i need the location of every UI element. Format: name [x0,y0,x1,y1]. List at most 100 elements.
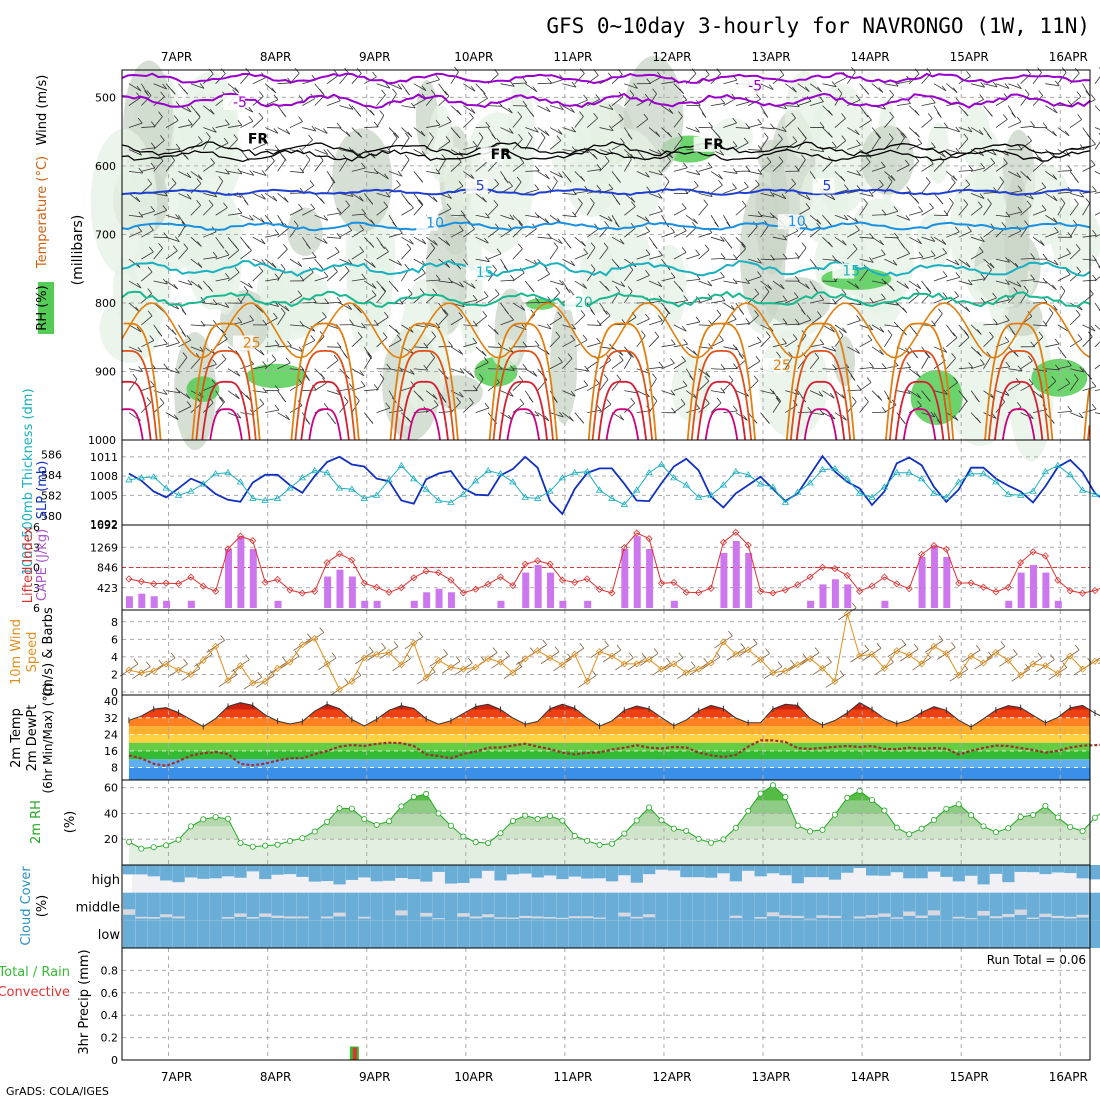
wind-barb-flag [540,132,546,138]
cloud-gap [828,915,842,919]
wind-barb-flag [1002,114,1008,120]
wind-barb-flag [534,410,540,417]
wind-speed-point [979,659,988,667]
wind-speed-point [212,642,220,650]
wind-barb [661,105,674,114]
wind-barb [896,280,909,289]
rh-point [324,818,331,825]
cape-bar [807,600,815,608]
cloud-gap [977,910,990,916]
lifted-index-point [583,575,591,583]
isotherm-25 [587,322,657,441]
wind-barb-flag [838,330,844,336]
wind-barb-flag [1051,376,1057,382]
wind-barb-flag [430,242,436,249]
wind-barb [277,159,286,172]
wind-barb-flag [553,176,558,182]
wind-barb [871,298,886,304]
wind-barb [165,236,180,243]
isotherm-35 [994,380,1044,441]
cloud-cover-bar [742,865,755,871]
wind-barb-flag [582,283,587,289]
wind-barb [1032,187,1046,194]
wind-barb [735,205,747,216]
wind-barb-flag [967,226,972,232]
wind-barb [748,123,762,128]
cloud-cover-bar [395,920,408,948]
wind-barb-flag [246,395,251,401]
wind-barb [549,247,559,260]
wind-barb-flag [158,243,163,249]
wind-barb-flag [1028,413,1034,419]
wind-barb-flag [991,149,997,156]
wind-barb [401,137,410,150]
cloud-cover-bar [407,865,420,880]
cloud-gap [135,916,148,919]
wind-barb-flag [344,67,349,74]
thickness-point [694,493,703,500]
wind-barb-flag [757,271,762,277]
wind-barb [933,83,947,92]
wind-barb-flag [1054,226,1059,233]
wind-barb-flag [616,374,622,381]
wind-speed-point [162,660,170,668]
ylabel-rh2m-b: (%) [63,811,78,834]
wind-barb-flag [732,117,737,124]
wind-barb-flag [682,326,687,332]
wind-barb [809,316,822,326]
rh-point [559,817,566,824]
wind-barb [227,368,241,377]
wind-barb-flag [938,308,943,314]
wind-barb [203,364,217,370]
isotherm-40 [121,408,144,441]
wind-barb-flag [954,259,960,266]
rh-point [584,837,591,844]
wind-barb-flag [459,391,464,398]
wind-barb-flag [470,86,476,92]
wind-barb-flag [976,417,981,424]
wind-barb [574,368,589,372]
wind-barb-flag [869,362,874,368]
wind-barb [785,183,796,194]
wind-barb [202,73,214,84]
wind-barb [847,319,861,326]
wind-barb [574,203,583,216]
cloud-cover-bar [308,892,321,921]
temp-line [128,702,1100,728]
wind-barb-flag [1028,355,1033,362]
wind-barb-flag [968,164,973,171]
thickness-point [843,475,851,482]
wind-barb [413,83,427,91]
wind-barb-flag [281,111,287,118]
wind-barb-flag [745,165,751,172]
wind-barb-flag [357,307,362,314]
wind-barb-flag [889,111,894,118]
wind-barb [586,247,596,260]
wind-barb [264,258,277,269]
wind-speed-point [955,671,963,679]
wind-barb [896,103,911,107]
wind-barb-flag [732,183,737,189]
wind-barb-flag [482,310,488,317]
wind-barb [921,182,931,194]
lifted-index-point [719,538,727,546]
wind-barb [537,273,550,282]
wind-barb-flag [720,98,726,104]
wind-barb-flag [571,323,577,330]
wind-barb [487,183,499,194]
wind-barb-flag [805,283,810,289]
wind-barb-flag [913,352,918,359]
date-label-top: 15APR [950,50,989,64]
wind-barb-flag [1062,662,1068,668]
isotherm-40 [1001,408,1036,441]
cape-bar [435,588,443,608]
lifted-index-point [1029,548,1037,556]
wind-barb [438,121,452,128]
wind-barb-flag [361,162,366,169]
rh-point [534,815,541,822]
wind-barb-flag [447,193,452,199]
wind-barb-flag [926,652,931,659]
wind-barb-flag [162,389,168,395]
wind-barb-flag [383,201,389,208]
wind-barb-flag [382,332,388,338]
